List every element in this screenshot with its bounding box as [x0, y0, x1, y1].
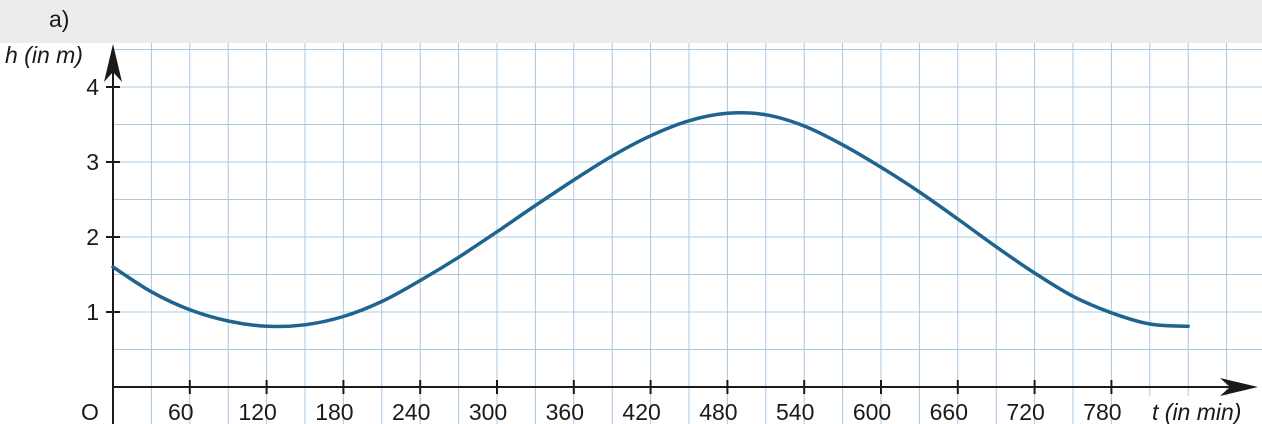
y-tick-label: 2: [86, 224, 99, 250]
x-tick-label: 600: [853, 399, 891, 424]
y-tick-label: 4: [86, 74, 99, 100]
x-tick-label: 240: [392, 399, 430, 424]
x-tick-label: 360: [546, 399, 584, 424]
panel-label: a): [49, 6, 70, 32]
x-tick-label: 120: [238, 399, 276, 424]
ticks: [106, 86, 1113, 394]
tick-labels: 60 120 180 240 300 360 420 480 540 600 660 720 780 1 2…: [86, 74, 1121, 424]
x-tick-label: 780: [1083, 399, 1121, 424]
y-axis-arrowhead: [104, 44, 122, 82]
x-tick-label: 480: [699, 399, 737, 424]
x-tick-label: 60: [168, 399, 194, 424]
axis-titles: h (in m) t (in min) O: [5, 42, 1262, 424]
y-tick-label: 3: [86, 149, 99, 175]
axes: [104, 44, 1258, 424]
x-axis-label-background: [1148, 396, 1262, 424]
origin-label: O: [81, 399, 99, 424]
x-tick-label: 180: [315, 399, 353, 424]
y-tick-label: 1: [86, 299, 99, 325]
series-line: [111, 111, 1190, 329]
x-tick-label: 420: [622, 399, 660, 424]
x-axis-arrowhead: [1220, 378, 1258, 396]
x-tick-label: 540: [776, 399, 814, 424]
header-band: [0, 0, 1262, 43]
x-tick-label: 300: [469, 399, 507, 424]
y-axis-label: h (in m): [5, 42, 83, 68]
grid: [113, 43, 1262, 424]
x-tick-label: 660: [930, 399, 968, 424]
x-axis-label: t (in min): [1152, 399, 1241, 424]
x-tick-label: 720: [1006, 399, 1044, 424]
